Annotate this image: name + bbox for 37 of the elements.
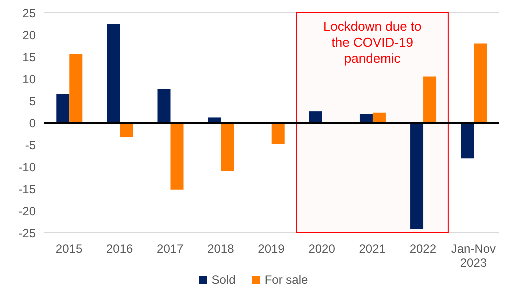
y-tick-label: -25: [18, 226, 36, 240]
bar: [158, 90, 171, 123]
bar: [70, 54, 83, 123]
x-tick-label: 2017: [157, 242, 184, 256]
bar: [474, 44, 488, 123]
bar: [309, 112, 322, 123]
x-tick-label: 2019: [258, 242, 286, 256]
y-tick-label: -5: [25, 138, 36, 152]
bar: [107, 24, 120, 123]
bar: [424, 76, 437, 123]
bar: [461, 123, 474, 159]
y-tick-label: 20: [22, 28, 36, 42]
bar: [170, 123, 184, 190]
y-tick-label: 15: [22, 50, 36, 64]
band-label: Lockdown due to the COVID-19 pandemic: [323, 19, 422, 66]
y-tick-label: 25: [22, 6, 36, 20]
bar: [410, 123, 424, 230]
x-tick-label: 2015: [56, 242, 83, 256]
y-tick-label: 10: [22, 72, 36, 86]
y-tick-label: 5: [29, 94, 36, 108]
y-tick-label: -10: [18, 160, 36, 174]
legend-label: For sale: [264, 273, 308, 287]
x-tick-label: 2022: [410, 242, 437, 256]
bar: [120, 123, 134, 138]
bar: [272, 123, 285, 145]
y-tick-label: -20: [18, 204, 36, 218]
y-tick-label: -15: [18, 182, 36, 196]
x-tick-label: Jan-Nov 2023: [451, 242, 496, 270]
x-tick-label: 2020: [308, 242, 336, 256]
x-tick-label: 2018: [208, 242, 235, 256]
x-tick-label: 2021: [359, 242, 386, 256]
bar: [360, 114, 373, 123]
y-tick-label: 0: [29, 116, 36, 130]
bar: [56, 94, 70, 123]
x-tick-label: 2016: [106, 242, 134, 256]
bar: [221, 123, 234, 172]
legend-label: Sold: [212, 273, 236, 287]
